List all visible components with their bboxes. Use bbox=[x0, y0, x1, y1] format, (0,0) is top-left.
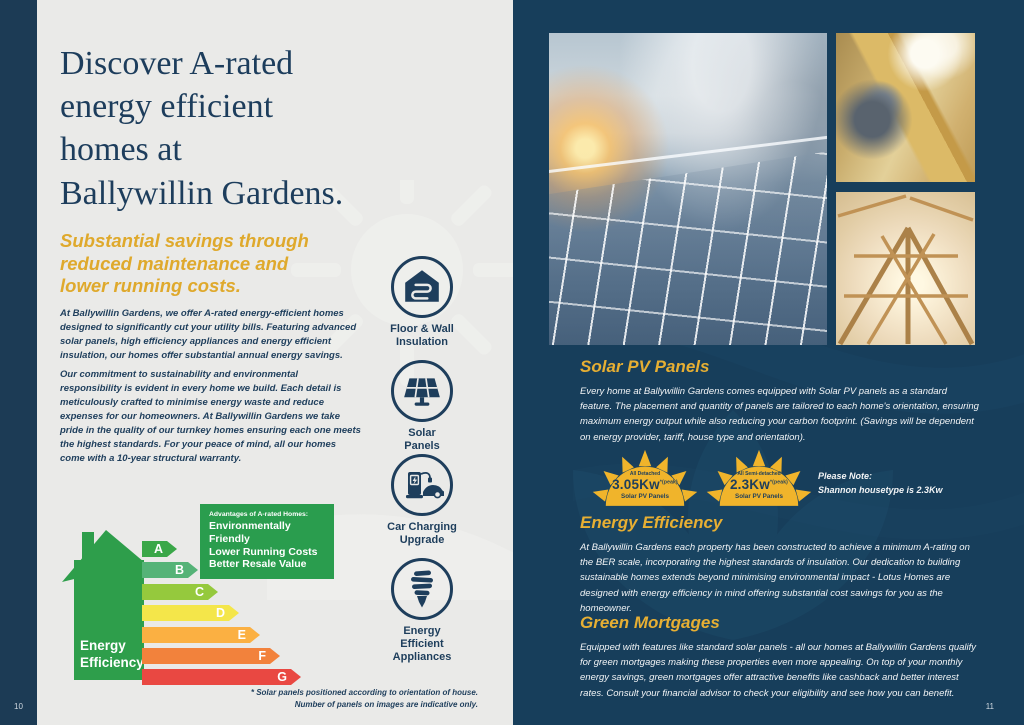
car-charging-icon bbox=[406, 472, 444, 499]
solar-panel-grid bbox=[549, 151, 827, 345]
advantages-heading: Advantages of A-rated Homes: bbox=[209, 511, 309, 518]
solar-pv-heading: Solar PV Panels bbox=[580, 357, 710, 376]
title-line: energy efficient bbox=[60, 88, 274, 126]
roof-beams bbox=[837, 194, 975, 345]
rating-bar-d: D bbox=[142, 605, 239, 621]
rating-bar-a: A bbox=[142, 541, 177, 557]
feature-label: Car Charging Upgrade bbox=[387, 521, 457, 546]
detached-kw-badge: All Detached 3.05Kw*(peak) Solar PV Pane… bbox=[589, 446, 701, 506]
feature-circle bbox=[391, 360, 453, 422]
rating-bar-g: G bbox=[142, 669, 301, 685]
feature-label: Solar Panels bbox=[404, 427, 440, 452]
badge-kw-value: 2.3Kw*(peak) bbox=[703, 477, 815, 492]
feature-circle bbox=[391, 454, 453, 516]
subtitle-line: reduced maintenance and bbox=[60, 252, 289, 274]
page-number-left: 10 bbox=[14, 702, 23, 711]
badge-bottom-label: Solar PV Panels bbox=[735, 493, 783, 500]
right-page: Solar PV Panels Every home at Ballywilli… bbox=[513, 0, 1024, 725]
page-title: Discover A-rated energy efficient homes … bbox=[60, 42, 343, 215]
feature-car-charging: Car Charging Upgrade bbox=[359, 454, 485, 547]
advantage-item: Environmentally Friendly bbox=[209, 520, 291, 545]
feature-insulation: Floor & Wall Insulation bbox=[359, 256, 485, 349]
intro-paragraph: At Ballywillin Gardens, we offer A-rated… bbox=[60, 308, 357, 361]
feature-circle bbox=[391, 558, 453, 620]
rating-letter: C bbox=[194, 585, 204, 599]
rating-letter: A bbox=[153, 542, 163, 556]
sustainability-paragraph: Our commitment to sustainability and env… bbox=[60, 369, 361, 464]
feature-circle bbox=[391, 256, 453, 318]
energy-efficiency-body: At Ballywillin Gardens each property has… bbox=[580, 542, 970, 614]
sun-badge-icon bbox=[592, 449, 698, 506]
kw-value: 3.05Kw bbox=[612, 477, 660, 492]
rating-bar-f: F bbox=[142, 648, 280, 664]
energy-house-graphic bbox=[62, 530, 144, 680]
feature-label: Energy Efficient Appliances bbox=[392, 625, 452, 663]
rating-bar-b: B bbox=[142, 562, 198, 578]
insulation-install-photo bbox=[836, 33, 975, 182]
rating-bar-c: C bbox=[142, 584, 218, 600]
title-line: homes at bbox=[60, 131, 182, 169]
kw-value: 2.3Kw bbox=[729, 477, 770, 492]
energy-efficiency-label: Energy Efficiency bbox=[80, 638, 144, 670]
page-subtitle: Substantial savings through reduced main… bbox=[60, 230, 309, 298]
please-note-text: Please Note: Shannon housetype is 2.3Kw bbox=[818, 471, 943, 495]
kw-peak: *(peak) bbox=[659, 479, 678, 486]
advantage-item: Lower Running Costs bbox=[209, 545, 318, 558]
rating-letter: D bbox=[215, 606, 225, 620]
rating-letter: B bbox=[174, 563, 184, 577]
rating-letter: G bbox=[277, 670, 287, 684]
sun-badge-icon bbox=[706, 449, 812, 506]
feature-label: Floor & Wall Insulation bbox=[390, 323, 454, 348]
subtitle-line: Substantial savings through bbox=[60, 230, 309, 251]
kw-peak: *(peak) bbox=[769, 479, 789, 486]
advantage-item: Better Resale Value bbox=[209, 558, 307, 571]
rating-letter: E bbox=[237, 628, 246, 642]
solar-panels-footnote: * Solar panels positioned according to o… bbox=[250, 688, 478, 709]
left-page-spine: 10 bbox=[0, 0, 37, 725]
rating-letter: F bbox=[258, 649, 266, 663]
badge-top-label: All Detached bbox=[629, 471, 661, 477]
advantages-box: Advantages of A-rated Homes: Environment… bbox=[200, 504, 334, 580]
appliances-icon bbox=[411, 570, 433, 608]
subtitle-line: lower running costs. bbox=[60, 275, 241, 297]
badge-kw-value: 3.05Kw*(peak) bbox=[589, 477, 701, 492]
green-mortgages-heading: Green Mortgages bbox=[580, 613, 720, 632]
page-number-right: 11 bbox=[985, 702, 994, 711]
roof-timber-photo bbox=[836, 192, 975, 345]
rating-bar-e: E bbox=[142, 627, 260, 643]
left-page: Discover A-rated energy efficient homes … bbox=[37, 0, 513, 725]
feature-solar-panels: Solar Panels bbox=[359, 360, 485, 453]
energy-efficiency-heading: Energy Efficiency bbox=[580, 513, 723, 532]
feature-appliances: Energy Efficient Appliances bbox=[359, 558, 485, 664]
solar-panel-icon bbox=[404, 378, 440, 406]
solar-pv-body: Every home at Ballywillin Gardens comes … bbox=[580, 386, 979, 443]
badge-top-label: All Semi-detached bbox=[737, 471, 781, 477]
insulation-icon bbox=[405, 270, 439, 302]
title-line: Ballywillin Gardens. bbox=[60, 174, 344, 212]
badge-bottom-label: Solar PV Panels bbox=[621, 493, 669, 500]
title-line: Discover A-rated bbox=[60, 45, 294, 82]
solar-panels-photo bbox=[549, 33, 827, 345]
green-mortgages-body: Equipped with features like standard sol… bbox=[580, 642, 977, 699]
semi-detached-kw-badge: All Semi-detached 2.3Kw*(peak) Solar PV … bbox=[703, 446, 815, 506]
